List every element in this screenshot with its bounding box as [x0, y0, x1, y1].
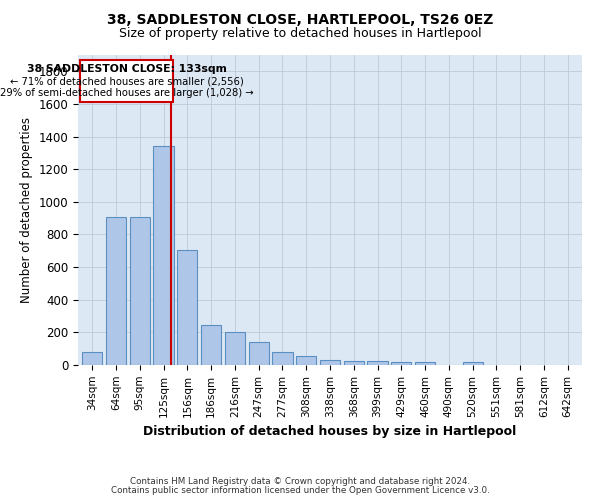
- Bar: [415, 362, 435, 365]
- Bar: [463, 362, 483, 365]
- X-axis label: Distribution of detached houses by size in Hartlepool: Distribution of detached houses by size …: [143, 425, 517, 438]
- Bar: [248, 342, 269, 365]
- Text: 38 SADDLESTON CLOSE: 133sqm: 38 SADDLESTON CLOSE: 133sqm: [27, 64, 227, 74]
- Bar: [130, 218, 150, 365]
- Text: ← 71% of detached houses are smaller (2,556): ← 71% of detached houses are smaller (2,…: [10, 76, 244, 86]
- Bar: [344, 361, 364, 365]
- Bar: [391, 362, 412, 365]
- Text: Contains HM Land Registry data © Crown copyright and database right 2024.: Contains HM Land Registry data © Crown c…: [130, 477, 470, 486]
- Bar: [272, 352, 293, 365]
- Bar: [154, 146, 173, 365]
- Bar: [296, 356, 316, 365]
- Text: 38, SADDLESTON CLOSE, HARTLEPOOL, TS26 0EZ: 38, SADDLESTON CLOSE, HARTLEPOOL, TS26 0…: [107, 12, 493, 26]
- Bar: [177, 250, 197, 365]
- Bar: [80, 60, 173, 102]
- Text: Contains public sector information licensed under the Open Government Licence v3: Contains public sector information licen…: [110, 486, 490, 495]
- Bar: [106, 218, 126, 365]
- Text: 29% of semi-detached houses are larger (1,028) →: 29% of semi-detached houses are larger (…: [0, 88, 254, 98]
- Bar: [320, 360, 340, 365]
- Bar: [225, 332, 245, 365]
- Text: Size of property relative to detached houses in Hartlepool: Size of property relative to detached ho…: [119, 28, 481, 40]
- Bar: [201, 325, 221, 365]
- Bar: [367, 361, 388, 365]
- Bar: [82, 352, 103, 365]
- Y-axis label: Number of detached properties: Number of detached properties: [20, 117, 33, 303]
